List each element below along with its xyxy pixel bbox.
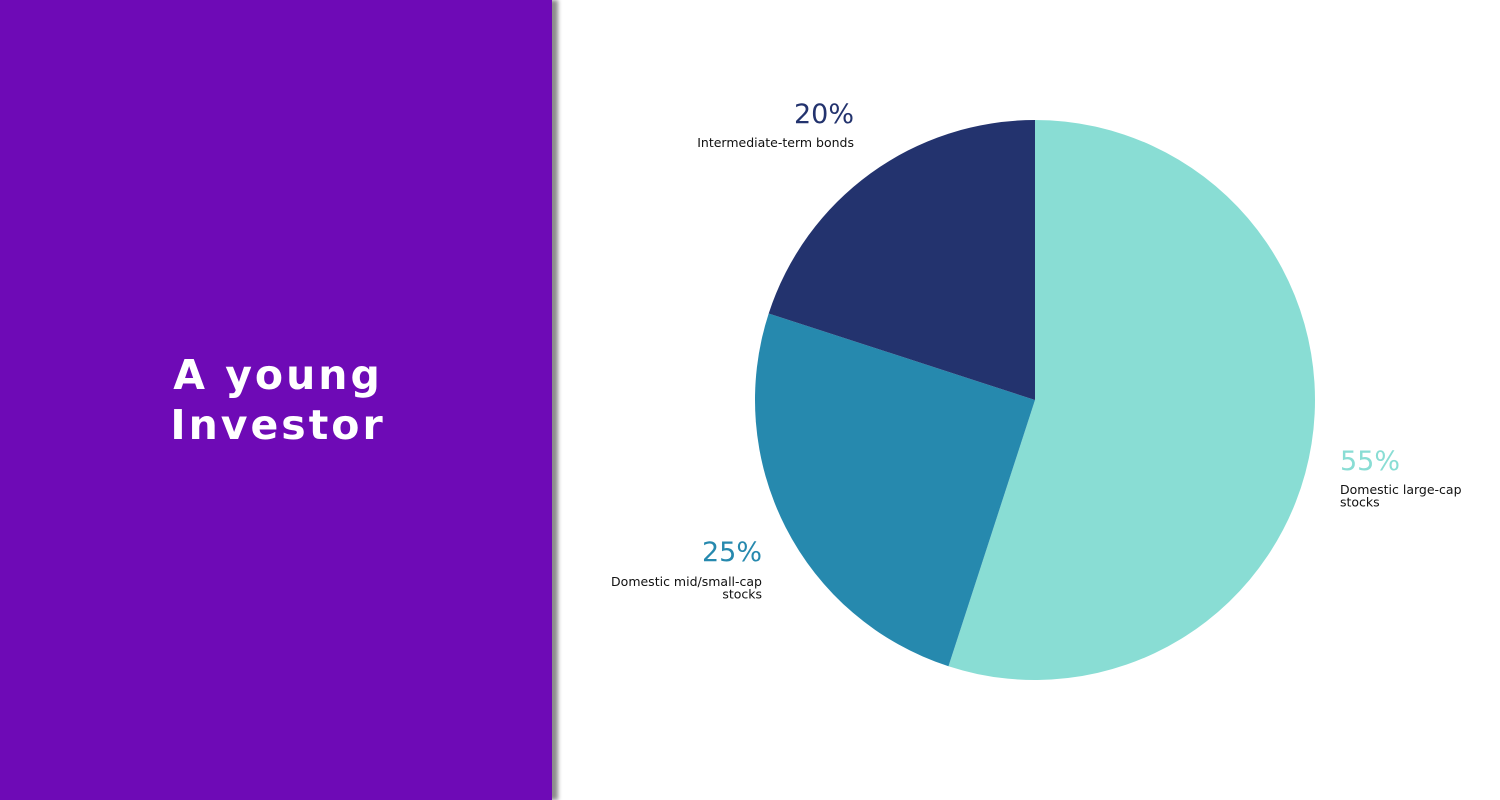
slice-value-label: 20% xyxy=(794,99,854,130)
slide-title: A young Investor xyxy=(118,350,438,450)
pie-slice-intermediate-term-bonds xyxy=(768,120,1035,400)
slice-category-label: Intermediate-term bonds xyxy=(697,135,854,150)
slice-category-label: Domestic large-cap xyxy=(1340,482,1462,497)
slice-category-label: Domestic mid/small-cap xyxy=(611,574,762,589)
title-panel: A young Investor xyxy=(0,0,552,800)
slice-value-label: 55% xyxy=(1340,446,1400,477)
slice-value-label: 25% xyxy=(702,537,762,568)
slice-category-label: stocks xyxy=(722,587,762,602)
slide-title-line-1: A young xyxy=(173,351,383,399)
slide-title-line-2: Investor xyxy=(170,401,386,449)
pie-slices xyxy=(755,120,1315,680)
pie-slice-domestic-mid-small-cap-stocks xyxy=(755,313,1035,667)
pie-slice-domestic-large-cap-stocks xyxy=(948,120,1315,680)
slice-category-label: stocks xyxy=(1340,495,1380,510)
